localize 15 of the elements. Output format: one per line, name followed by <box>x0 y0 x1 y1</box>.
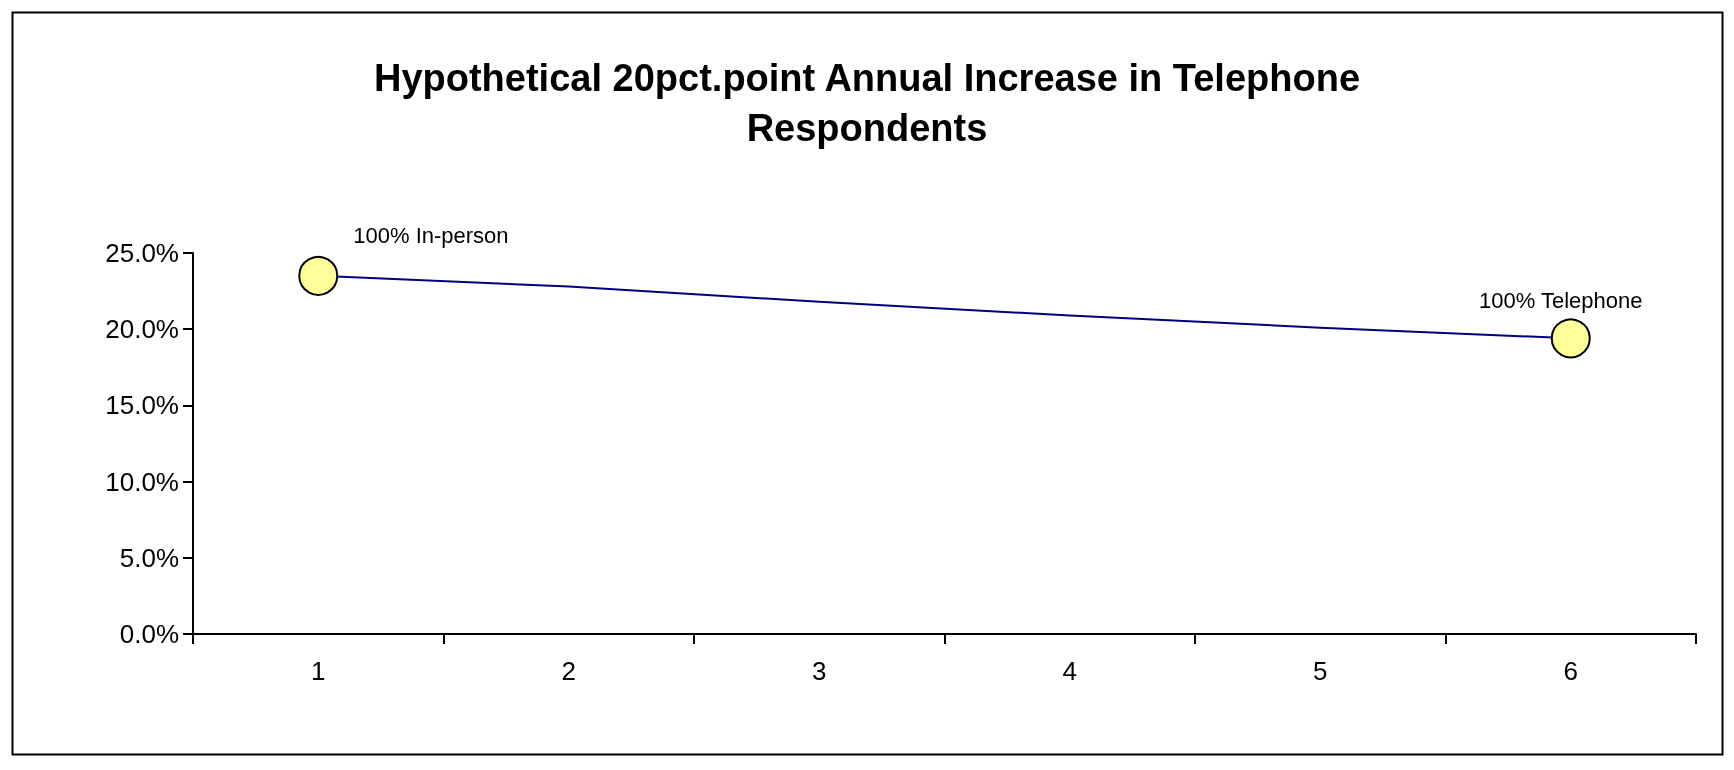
x-tick-label: 4 <box>1062 656 1077 686</box>
y-tick-label: 15.0% <box>105 390 179 421</box>
y-tick-label: 0.0% <box>119 619 179 649</box>
x-tick-label: 3 <box>812 656 827 686</box>
x-tick-label: 5 <box>1313 656 1328 686</box>
y-tick-label: 5.0% <box>119 542 179 573</box>
x-tick-label: 1 <box>311 656 326 686</box>
x-tick-label: 2 <box>561 656 576 686</box>
y-tick-label: 25.0% <box>105 238 179 268</box>
x-tick-label: 6 <box>1563 656 1578 686</box>
annotation: 100% Telephone <box>1478 287 1643 313</box>
chart-title: Hypothetical 20pct.point Annual Increase in Telephone Respondents <box>373 57 1361 149</box>
annotation: 100% In-person <box>353 223 509 249</box>
y-tick-label: 10.0% <box>105 466 179 497</box>
y-tick-label: 20.0% <box>105 314 179 345</box>
